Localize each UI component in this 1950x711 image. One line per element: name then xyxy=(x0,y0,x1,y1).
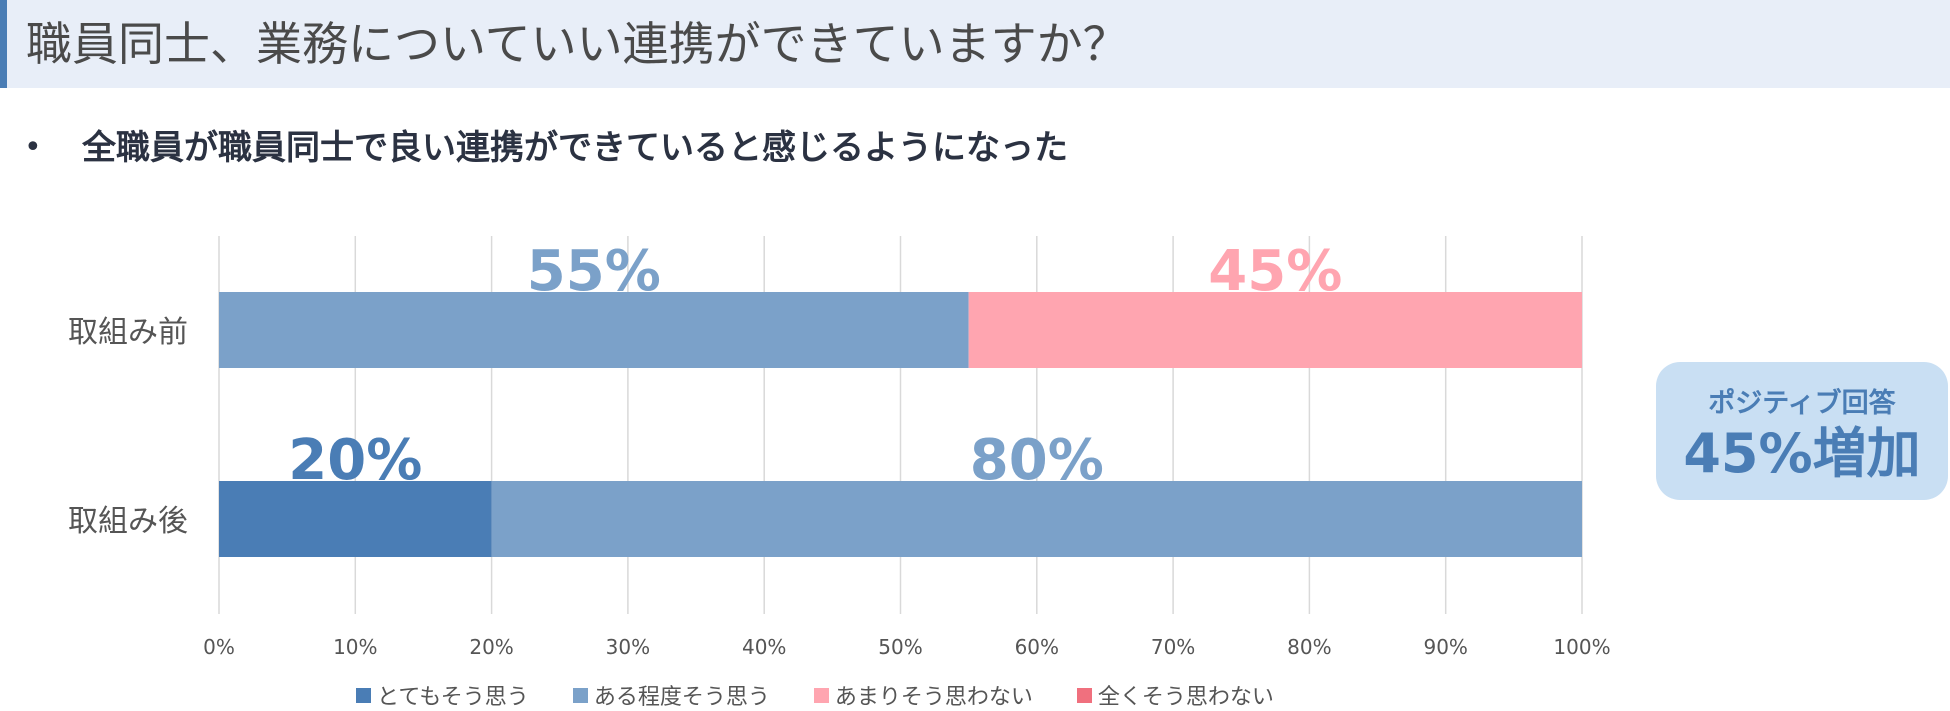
title-bar: 職員同士、業務についていい連携ができていますか？ xyxy=(0,0,1950,88)
chart-legend: とてもそう思う ある程度そう思う あまりそう思わない 全くそう思わない xyxy=(356,680,1318,710)
x-tick-label: 40% xyxy=(742,635,786,659)
legend-item: ある程度そう思う xyxy=(572,679,770,711)
x-tick-label: 30% xyxy=(606,635,650,659)
x-tick-label: 70% xyxy=(1151,635,1195,659)
legend-item: あまりそう思わない xyxy=(813,679,1033,711)
x-tick-label: 90% xyxy=(1423,635,1467,659)
x-tick-label: 80% xyxy=(1287,635,1331,659)
x-tick-label: 0% xyxy=(203,635,235,659)
data-label: 20% xyxy=(288,428,422,493)
legend-label: ある程度そう思う xyxy=(593,685,770,710)
bar-segment xyxy=(219,481,492,557)
positive-callout: ポジティブ回答 45%増加 xyxy=(1656,362,1948,500)
legend-item: とてもそう思う xyxy=(356,679,529,711)
data-label: 80% xyxy=(970,428,1104,493)
legend-label: 全くそう思わない xyxy=(1097,685,1274,710)
legend-swatch xyxy=(356,687,371,703)
category-label: 取組み後 xyxy=(68,504,188,539)
bullet-icon: • xyxy=(24,130,42,165)
legend-swatch xyxy=(1076,687,1092,703)
x-tick-label: 10% xyxy=(333,635,377,659)
callout-value: 45%増加 xyxy=(1683,422,1921,485)
bar-segment xyxy=(968,292,1582,368)
legend-swatch xyxy=(572,687,588,703)
x-tick-label: 50% xyxy=(878,635,922,659)
category-label: 取組み前 xyxy=(68,315,188,350)
x-tick-label: 20% xyxy=(469,635,513,659)
x-tick-label: 100% xyxy=(1553,635,1610,659)
slide-title: 職員同士、業務についていい連携ができていますか？ xyxy=(26,17,1129,71)
x-tick-label: 60% xyxy=(1015,635,1059,659)
bar-segment xyxy=(491,481,1583,557)
legend-label: とてもそう思う xyxy=(377,685,529,710)
data-label: 55% xyxy=(527,239,661,304)
bar-segment xyxy=(219,292,969,368)
legend-item: 全くそう思わない xyxy=(1076,679,1274,711)
bullet-text: 全職員が職員同士で良い連携ができていると感じるようになった xyxy=(82,128,1068,168)
legend-swatch xyxy=(813,687,829,703)
title-accent-bar xyxy=(0,0,7,88)
data-label: 45% xyxy=(1208,239,1342,304)
legend-label: あまりそう思わない xyxy=(834,685,1033,710)
callout-label: ポジティブ回答 xyxy=(1708,388,1896,419)
